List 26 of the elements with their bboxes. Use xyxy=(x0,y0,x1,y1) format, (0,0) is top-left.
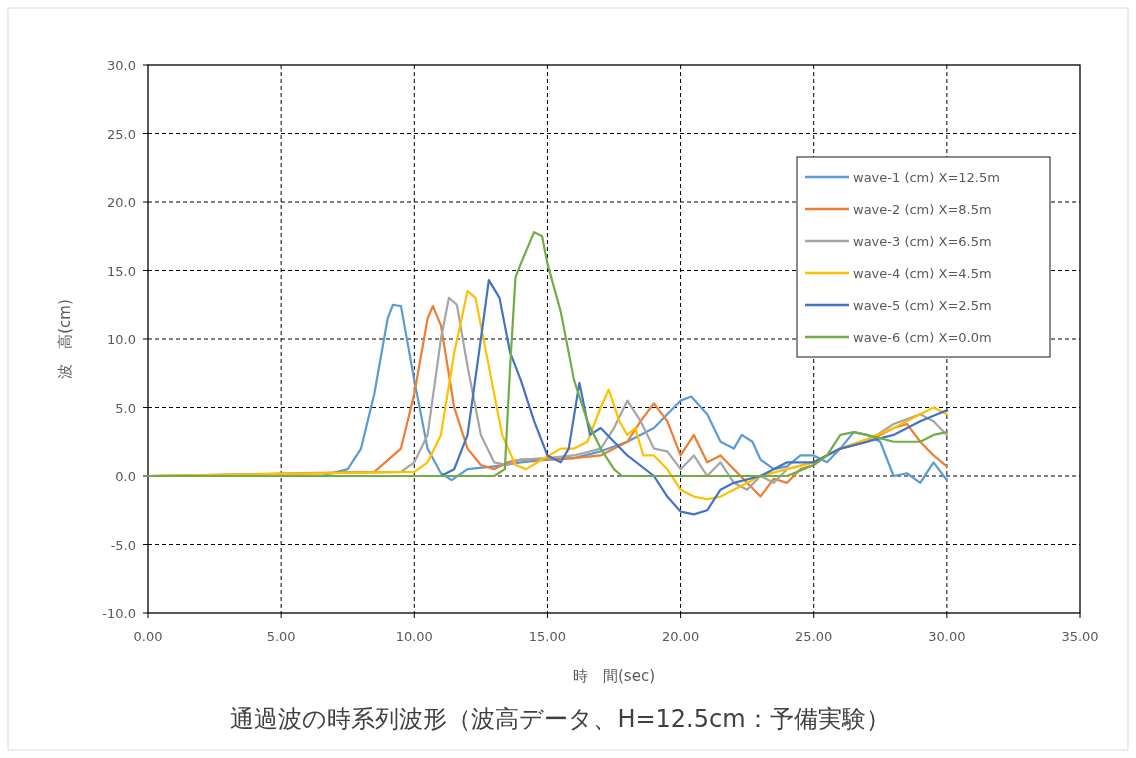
x-tick-label: 30.00 xyxy=(928,629,966,644)
legend-label: wave-5 (cm) X=2.5m xyxy=(853,298,992,313)
x-axis-title: 時 間(sec) xyxy=(573,667,655,685)
y-tick-label: 0.0 xyxy=(115,469,136,484)
x-tick-label: 10.00 xyxy=(395,629,433,644)
text: 通過波の時系列波形（波高データ、H=12.5cm：予備実験） xyxy=(230,705,890,733)
legend-label: wave-4 (cm) X=4.5m xyxy=(853,266,992,281)
x-tick-label: 35.00 xyxy=(1061,629,1099,644)
legend-label: wave-6 (cm) X=0.0m xyxy=(853,330,992,345)
x-tick-label: 20.00 xyxy=(661,629,700,644)
y-tick-label: 20.0 xyxy=(107,195,136,210)
y-tick-label: 25.0 xyxy=(107,126,136,142)
x-tick-label: 25.00 xyxy=(795,629,833,644)
x-tick-label: 15.00 xyxy=(528,629,567,644)
x-tick-label: 0.00 xyxy=(133,629,163,644)
y-axis-title: 波 高(cm) xyxy=(56,299,74,379)
legend-label: wave-1 (cm) X=12.5m xyxy=(853,170,1000,185)
y-tick-label: -5.0 xyxy=(110,537,136,553)
legend-label: wave-3 (cm) X=6.5m xyxy=(853,234,992,249)
y-tick-label: -10.0 xyxy=(102,606,136,621)
y-tick-label: 5.0 xyxy=(115,400,136,416)
legend-label: wave-2 (cm) X=8.5m xyxy=(853,202,992,217)
y-tick-label: 10.0 xyxy=(107,332,136,347)
x-tick-label: 5.00 xyxy=(266,629,296,644)
y-tick-label: 30.0 xyxy=(107,58,136,73)
y-tick-label: 15.0 xyxy=(107,263,136,279)
